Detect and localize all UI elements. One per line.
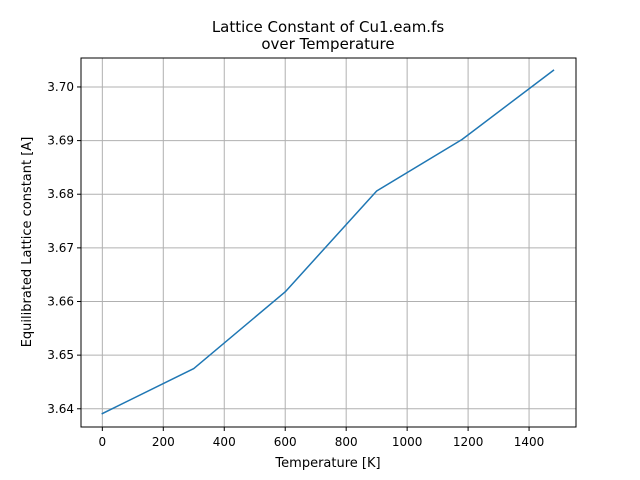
y-tick-label: 3.70 [47,80,74,94]
x-tick-label: 1400 [514,435,545,449]
y-axis-label: Equilibrated Lattice constant [A] [20,137,35,348]
x-tick-label: 800 [335,435,358,449]
y-tick-label: 3.68 [47,187,74,201]
x-tick-label: 1000 [392,435,423,449]
x-tick-label: 400 [213,435,236,449]
data-point [461,138,463,141]
data-point [101,412,103,415]
series-line [101,69,555,415]
x-tick-label: 1200 [453,435,484,449]
x-tick-label: 0 [99,435,107,449]
y-tick-label: 3.69 [47,134,74,148]
x-tick-label: 200 [152,435,175,449]
x-tick-label: 600 [274,435,297,449]
data-point [284,291,286,293]
chart-title-line-2: over Temperature [261,35,394,53]
grid-lines [81,58,576,427]
plot-frame [80,57,577,428]
data-point [193,367,195,370]
data-point [552,69,555,71]
chart-title-line-1: Lattice Constant of Cu1.eam.fs [212,18,445,36]
y-tick-label: 3.64 [47,402,74,416]
y-tick-label: 3.65 [47,348,74,362]
y-tick-label: 3.66 [47,294,74,308]
x-axis-label: Temperature [K] [274,456,380,471]
y-tick-label: 3.67 [47,241,74,255]
data-point [376,190,378,192]
plot-series [101,69,555,415]
axis-ticks: 0 200 400 600 800 1000 1200 1400 3.64 3.65 3.66 3.6… [47,80,544,449]
